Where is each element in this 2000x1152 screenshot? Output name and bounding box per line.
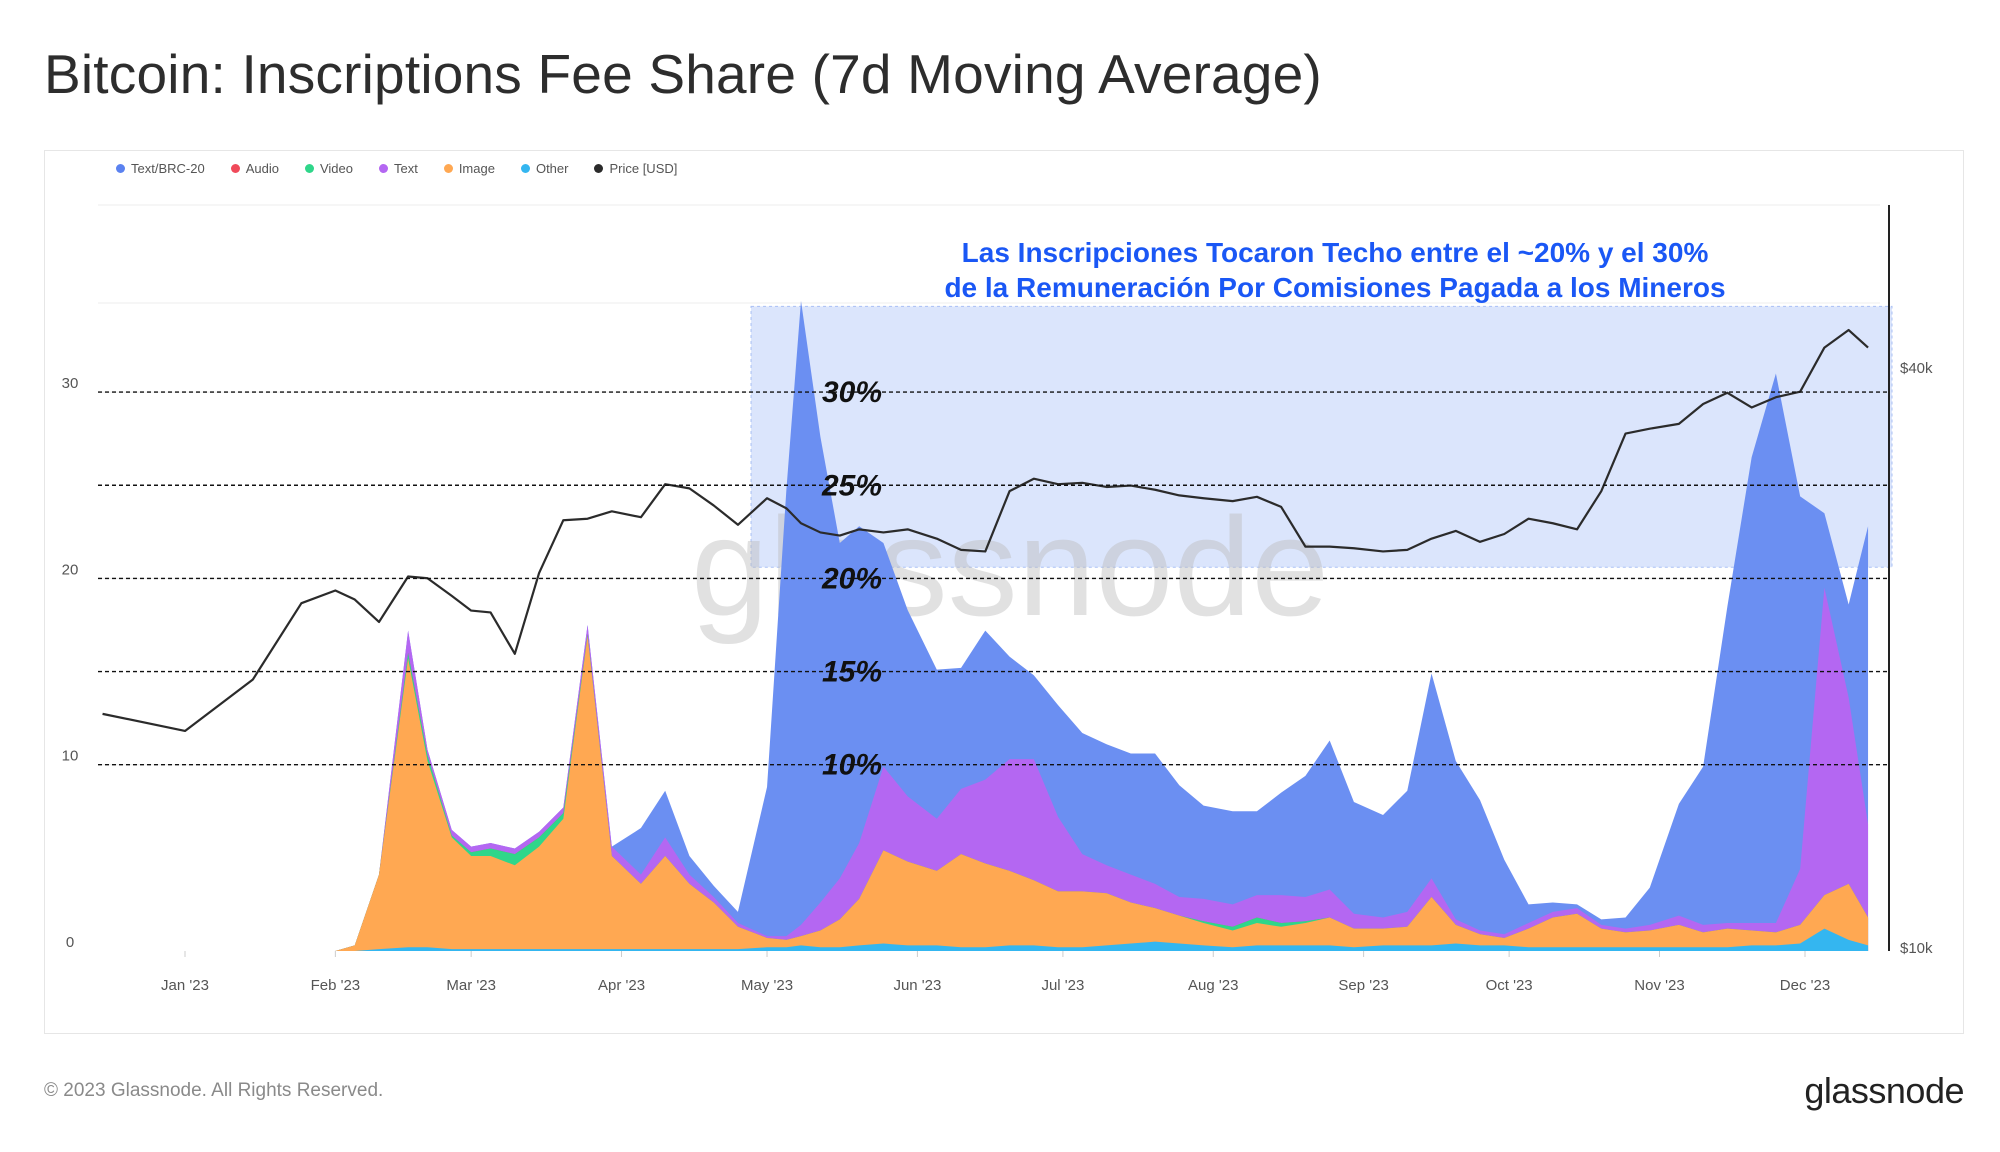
reference-lines-layer: 10% 15% 20% 25% 30% — [98, 376, 1888, 782]
legend-label: Price [USD] — [609, 161, 678, 176]
x-tick-label: Dec '23 — [1780, 977, 1830, 994]
axis-layer: 0 10 20 30 $10k $40k Jan '23 Feb '23 Mar '23 Apr … — [62, 205, 1933, 994]
page-title: Bitcoin: Inscriptions Fee Share (7d Movi… — [44, 43, 1322, 105]
legend-item-other[interactable]: Other — [520, 161, 569, 176]
legend-item-image[interactable]: Image — [443, 161, 495, 176]
legend-item-price[interactable]: Price [USD] — [594, 161, 677, 176]
area-layer — [102, 300, 1869, 951]
annotation-line-1: Las Inscripciones Tocaron Techo entre el… — [962, 237, 1709, 268]
annotation-line-2: de la Remuneración Por Comisiones Pagada… — [944, 272, 1725, 303]
y-left-tick-label: 30 — [62, 375, 79, 392]
legend-label: Text/BRC-20 — [131, 161, 205, 176]
y-right-tick-label: $40k — [1900, 360, 1933, 377]
legend-label: Image — [458, 161, 495, 176]
area-other — [102, 928, 1869, 951]
area-text-brc-20 — [102, 300, 1869, 951]
x-tick-label: Jun '23 — [893, 977, 941, 994]
x-tick-label: Sep '23 — [1338, 977, 1388, 994]
legend-item-audio[interactable]: Audio — [230, 161, 279, 176]
y-right-tick-label: $10k — [1900, 940, 1933, 957]
x-tick-label: Apr '23 — [598, 977, 645, 994]
footer-copyright: © 2023 Glassnode. All Rights Reserved. — [44, 1080, 384, 1101]
highlight-band — [750, 305, 1893, 568]
reference-label: 10% — [822, 749, 882, 782]
reference-label: 25% — [821, 469, 882, 502]
highlight-band-layer — [750, 305, 1893, 568]
legend: Text/BRC-20 Audio Video Text Image Other… — [116, 161, 703, 176]
legend-item-text-brc20[interactable]: Text/BRC-20 — [116, 161, 205, 176]
x-tick-label: May '23 — [741, 977, 793, 994]
legend-item-video[interactable]: Video — [304, 161, 353, 176]
price-line — [102, 328, 1869, 733]
legend-dot — [594, 164, 604, 173]
legend-dot — [304, 164, 314, 173]
x-tick-label: Nov '23 — [1634, 977, 1684, 994]
x-tick-label: Jan '23 — [161, 977, 209, 994]
x-tick-label: Mar '23 — [446, 977, 496, 994]
price-line-layer — [102, 328, 1869, 733]
x-tick-label: Feb '23 — [311, 977, 361, 994]
y-left-tick-label: 10 — [62, 748, 79, 765]
legend-dot — [378, 164, 388, 173]
glassnode-logo: glassnode — [1804, 1070, 1964, 1111]
x-tick-label: Oct '23 — [1486, 977, 1533, 994]
reference-label: 30% — [822, 376, 882, 409]
x-tick-label: Jul '23 — [1041, 977, 1084, 994]
reference-label: 20% — [821, 562, 882, 595]
y-left-tick-label: 0 — [66, 934, 74, 951]
legend-label: Other — [535, 161, 569, 176]
legend-dot — [520, 164, 530, 173]
y-left-tick-label: 20 — [62, 561, 79, 578]
legend-item-text[interactable]: Text — [378, 161, 418, 176]
legend-label: Text — [393, 161, 418, 176]
legend-label: Video — [319, 161, 353, 176]
reference-label: 15% — [822, 656, 882, 689]
area-image — [102, 636, 1869, 951]
legend-dot — [116, 164, 125, 173]
legend-label: Audio — [245, 161, 279, 176]
x-tick-label: Aug '23 — [1188, 977, 1238, 994]
legend-dot — [230, 164, 240, 173]
legend-dot — [443, 164, 453, 173]
